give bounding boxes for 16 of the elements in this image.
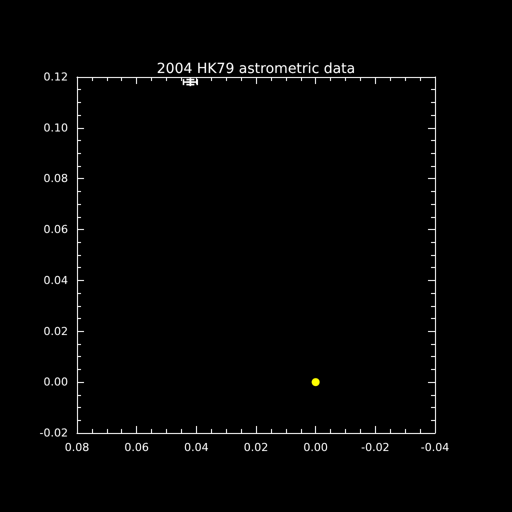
x-tick-label: 0.04: [184, 441, 209, 454]
y-tick-label: -0.02: [40, 426, 68, 440]
y-tick-label: 0.06: [44, 223, 68, 236]
x-tick-label: 0.00: [303, 441, 328, 454]
chart-title: 2004 HK79 astrometric data: [156, 61, 356, 77]
x-tick-label: 0.06: [124, 441, 149, 454]
y-tick-label: 0.10: [44, 121, 68, 134]
y-tick-label: 0.00: [44, 376, 68, 389]
y-tick-label: 0.12: [44, 70, 68, 84]
y-tick-label: 0.08: [44, 172, 68, 186]
x-tick-label: 0.08: [64, 441, 90, 454]
x-tick-label: -0.04: [420, 441, 450, 454]
y-tick-label: 0.02: [44, 324, 68, 338]
x-tick-label: 0.02: [244, 441, 268, 454]
x-tick-label: -0.02: [361, 441, 390, 454]
y-tick-label: 0.04: [44, 274, 68, 287]
